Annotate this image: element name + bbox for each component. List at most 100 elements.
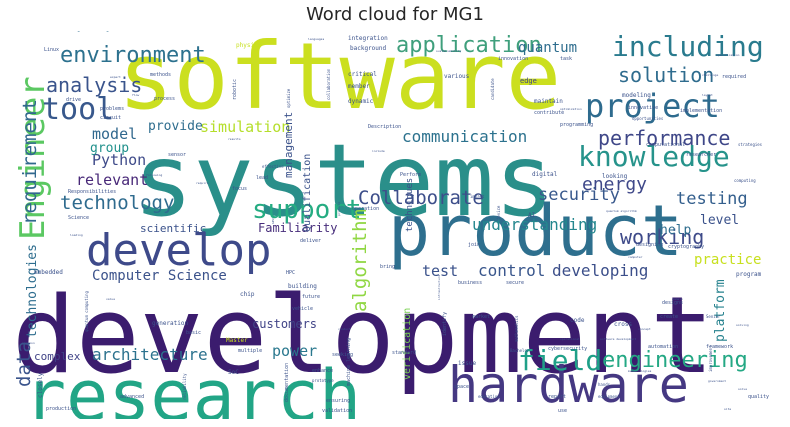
word-methods: methods [150, 72, 171, 78]
word-sustainability: sustainability [436, 49, 461, 53]
word-loading: loading [70, 233, 83, 237]
word-technologies: technologies [25, 244, 40, 338]
word-market: market [472, 314, 490, 320]
word-identify: identify [442, 312, 448, 336]
word-including: including [612, 31, 764, 63]
word-concept: concept [638, 327, 651, 331]
word-generation: generation [152, 320, 189, 327]
word-flow: flow [132, 93, 139, 97]
word-quantum-algorithm: quantum algorithm [606, 209, 637, 213]
word-platform: platform [713, 279, 728, 342]
word-application: application [396, 33, 542, 58]
word-operation: operation [352, 206, 379, 212]
word-strategies: strategies [738, 142, 763, 147]
word-building: building [288, 283, 317, 290]
word-enhance: enhance [312, 368, 333, 374]
word-embedded: embedded [34, 269, 63, 276]
word-operational: operational [560, 337, 580, 341]
word-required: required [722, 74, 746, 80]
word-critical: critical [348, 71, 377, 78]
word-task: task [560, 56, 572, 62]
word-test: test [422, 262, 458, 280]
word-software: software [118, 31, 561, 130]
word-business: business [458, 280, 482, 286]
word-standard: standard [392, 350, 416, 356]
word-electrical-engineering: Electrical Engineering [30, 31, 110, 32]
word-qualification: Qualification [302, 154, 313, 232]
word-framework: framework [706, 344, 733, 350]
word-domain: domain [672, 297, 683, 301]
word-ensuring: ensuring [326, 398, 350, 404]
word-looking: looking [602, 173, 628, 180]
word-multiple: multiple [238, 348, 262, 354]
word-description: Description [368, 124, 401, 130]
word-closely: closely [37, 372, 44, 398]
word-dynamic: dynamic [348, 98, 374, 105]
word-cloud: development systems software product researc… [12, 31, 778, 419]
word-understanding: understanding [472, 215, 597, 234]
word-future: future [302, 294, 320, 300]
word-challenge: challenge [702, 73, 718, 77]
word-languages: languages [308, 37, 324, 41]
word-automation: automation [648, 344, 678, 350]
word-responsibilities: Responsibilities [68, 189, 116, 195]
word-complex: complex [34, 350, 81, 363]
word-energy: energy [582, 174, 647, 195]
word-communication: communication [402, 127, 527, 146]
chart-title: Word cloud for MG1 [306, 4, 484, 25]
word-machine-learning: machine learning [346, 338, 352, 386]
word-perform: Perform [400, 172, 421, 178]
word-secure: secure [506, 280, 524, 286]
word-scientific: scientific [140, 222, 206, 235]
word-engineer: Engineer [13, 76, 53, 240]
word-physics: physics [236, 42, 262, 49]
word-mathematics: mathematics [514, 315, 519, 342]
word-quality: quality [748, 394, 769, 400]
word-model: model [92, 125, 137, 143]
word-methodologies: methodologies [628, 369, 652, 373]
word-python: Python [92, 151, 146, 169]
word-production: production [46, 406, 76, 412]
word-protocol: protocol [337, 201, 341, 216]
word-gpu: GPU [271, 218, 275, 224]
word-report: report [548, 394, 566, 400]
word-infrastructure: infrastructure [437, 275, 441, 300]
word-results: results [228, 137, 241, 141]
word-opportunities: opportunities [632, 116, 664, 121]
word-computer-science: Computer Science [92, 268, 227, 284]
word-management: management [282, 112, 295, 178]
word-practice: practice [694, 252, 761, 268]
word-verification: verification [402, 308, 413, 380]
word-expert: expert [110, 75, 121, 79]
word-advanced: advanced [120, 394, 144, 400]
word-government: government [708, 379, 726, 383]
word-join: join [468, 242, 480, 248]
word-following: following [146, 173, 162, 177]
word-integration: integration [348, 35, 388, 42]
word-researcher: researcher [686, 152, 716, 158]
word-development: development [12, 274, 714, 397]
word-programming: programming [560, 122, 593, 128]
word-digital: digital [532, 171, 558, 178]
word-bring: bring [380, 264, 395, 270]
word-environment: environment [60, 43, 206, 68]
word-hardware: hardware [448, 356, 689, 414]
word-data: data [13, 341, 35, 387]
word-quantum-computing: quantum computing [84, 290, 89, 332]
word-prototype: prototype [312, 378, 334, 383]
word-edge: edge [520, 77, 537, 85]
word-hpc: HPC [286, 270, 295, 276]
word-computational: computational [646, 142, 685, 148]
word-innovation: innovation [498, 56, 528, 62]
word-architecture: architecture [92, 345, 208, 364]
word-provide: provide [148, 119, 203, 134]
word-product: product [388, 190, 683, 272]
word-layout: layout [702, 93, 713, 97]
word-value: value [106, 297, 115, 301]
word-research: research [24, 355, 361, 419]
word-support: support [252, 195, 362, 225]
word-developing: developing [552, 261, 648, 280]
word-knowledge: knowledge [578, 140, 730, 173]
word-various: various [444, 73, 470, 80]
